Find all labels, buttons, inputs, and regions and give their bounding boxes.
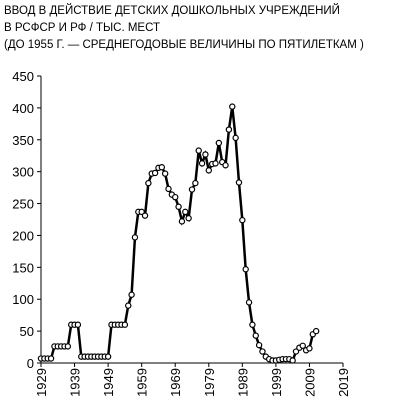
data-point xyxy=(161,170,169,177)
data-point xyxy=(131,234,139,241)
data-point xyxy=(306,345,313,352)
data-point xyxy=(158,164,165,171)
data-point xyxy=(125,302,132,309)
data-point xyxy=(312,327,320,335)
chart-title: ВВОД В ДЕЙСТВИЕ ДЕТСКИХ ДОШКОЛЬНЫХ УЧРЕЖ… xyxy=(4,4,340,17)
data-point xyxy=(145,179,152,187)
data-point xyxy=(175,203,182,210)
x-tick-label: 1999 xyxy=(269,368,284,397)
data-point xyxy=(205,167,212,174)
data-point xyxy=(138,208,145,216)
data-point xyxy=(222,162,229,169)
x-tick-label: 1969 xyxy=(168,368,183,397)
data-point xyxy=(225,126,233,133)
data-point xyxy=(215,139,223,147)
data-line xyxy=(41,106,318,363)
data-point xyxy=(128,291,135,298)
chart-title: В РСФСР И РФ / ТЫС. МЕСТ xyxy=(4,22,160,34)
x-tick-label: 1929 xyxy=(34,368,49,397)
x-tick-label: 1939 xyxy=(68,368,83,397)
data-point xyxy=(47,355,55,362)
x-tick-label: 1989 xyxy=(235,368,250,397)
data-point xyxy=(229,103,236,110)
data-point xyxy=(255,341,263,349)
data-point xyxy=(239,216,246,224)
data-point xyxy=(104,353,112,360)
y-tick-label: 150 xyxy=(12,260,34,275)
y-tick-label: 300 xyxy=(12,165,34,180)
x-tick-label: 1979 xyxy=(202,368,217,397)
x-tick-label: 2009 xyxy=(302,368,317,397)
data-point xyxy=(235,179,243,186)
data-point xyxy=(252,332,259,339)
data-point xyxy=(165,185,172,193)
data-point xyxy=(299,342,306,349)
data-point xyxy=(151,169,159,177)
y-tick-label: 350 xyxy=(12,133,34,148)
data-point xyxy=(172,193,179,201)
chart-title: (ДО 1955 Г. — СРЕДНЕГОДОВЫЕ ВЕЛИЧИНЫ ПО … xyxy=(4,39,364,51)
data-point xyxy=(232,134,239,142)
data-point xyxy=(202,151,209,158)
data-point xyxy=(198,160,206,167)
data-point xyxy=(64,343,72,350)
x-tick-label: 2019 xyxy=(336,368,351,397)
x-tick-label: 1949 xyxy=(101,368,116,397)
x-tick-label: 1959 xyxy=(135,368,150,397)
data-point xyxy=(292,348,300,355)
y-tick-label: 100 xyxy=(12,292,34,307)
data-point xyxy=(188,186,196,193)
data-point xyxy=(242,266,249,273)
data-point xyxy=(249,321,256,328)
data-point xyxy=(141,212,149,219)
data-point xyxy=(192,179,199,187)
data-point xyxy=(121,321,129,328)
data-point xyxy=(212,160,219,167)
data-point xyxy=(182,208,189,216)
y-tick-label: 0 xyxy=(27,356,34,371)
data-point xyxy=(289,357,296,364)
data-point xyxy=(74,321,82,328)
data-point xyxy=(185,215,192,222)
data-point xyxy=(259,348,266,355)
y-tick-label: 450 xyxy=(12,69,34,84)
y-tick-label: 250 xyxy=(12,197,34,212)
data-point xyxy=(245,299,253,306)
y-tick-label: 200 xyxy=(12,228,34,243)
data-point xyxy=(195,147,202,154)
data-point xyxy=(178,218,186,225)
y-tick-label: 400 xyxy=(12,101,34,116)
y-tick-label: 50 xyxy=(20,324,34,339)
